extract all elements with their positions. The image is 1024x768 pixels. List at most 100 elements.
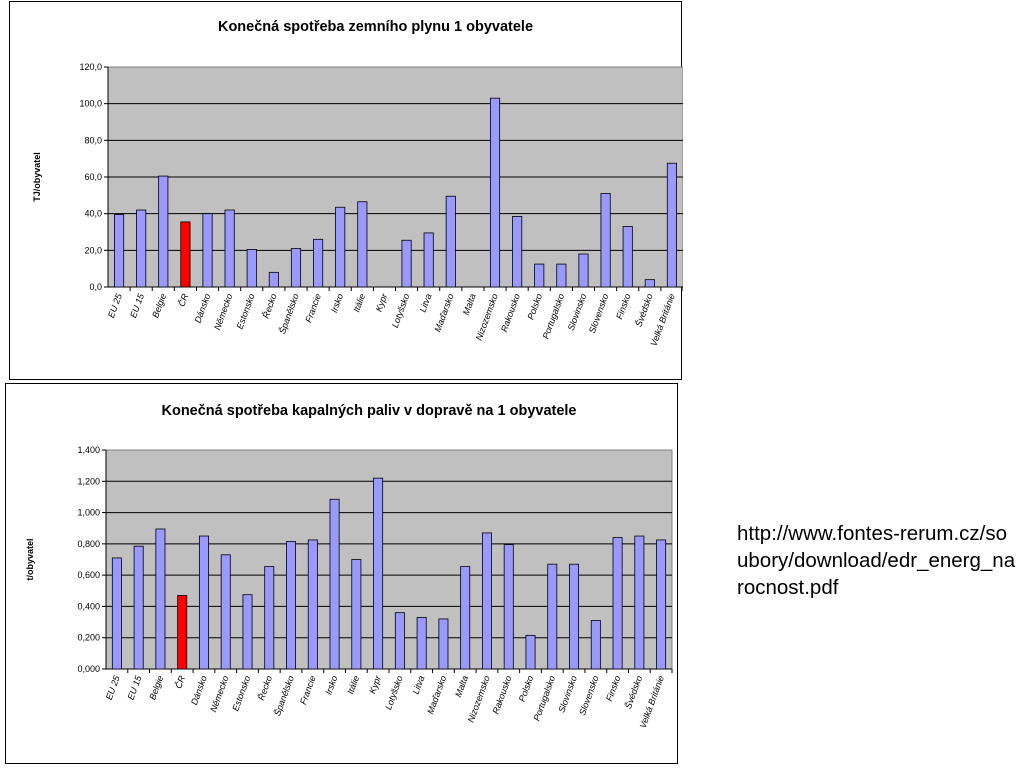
y-tick-label: 100,0 [79,99,102,109]
x-tick-label: Kypr [374,291,390,313]
chart-gas-consumption: Konečná spotřeba zemního plynu 1 obyvate… [9,1,683,380]
x-tick-label: Belgie [150,292,168,319]
x-tick-label: Španělsko [277,292,301,335]
bar [525,634,536,670]
y-tick-label: 1,000 [77,508,100,518]
bar [401,239,412,288]
bar [590,620,601,670]
x-tick-label: Švédsko [633,292,654,328]
bar [438,618,449,670]
x-tick-label: EU 25 [106,291,124,319]
y-tick-label: 0,400 [77,601,100,611]
x-tick-label: Slovinsko [556,674,579,714]
y-tick-label: 120,0 [79,62,102,72]
x-tick-label: Litva [418,292,434,313]
x-tick-label: Portugalsko [541,292,567,340]
x-tick-label: Finsko [604,674,622,702]
bar [313,238,324,288]
bar [423,232,434,288]
bar [634,535,645,670]
x-tick-label: Slovensko [577,674,601,716]
bar [445,195,456,288]
bar [578,253,589,288]
bar [357,201,368,288]
x-tick-label: Rakousko [499,292,522,333]
bar [264,566,275,670]
x-tick-label: Slovensko [587,292,611,334]
x-tick-label: Maďarsko [425,674,448,715]
x-tick-label: EU 15 [126,673,144,701]
x-tick-label: Řecko [261,292,279,319]
x-tick-label: Francie [298,674,318,706]
bar [155,528,166,670]
x-tick-label: Malta [461,292,478,316]
y-axis-label: TJ/obyvatel [32,152,42,202]
bar [394,612,405,670]
bar [373,477,384,670]
bar [547,563,558,670]
bar [111,557,122,670]
y-tick-label: 80,0 [84,135,102,145]
chart-gas-svg: Konečná spotřeba zemního plynu 1 obyvate… [32,19,683,348]
y-tick-label: 0,600 [77,570,100,580]
x-tick-label: Itálie [345,674,361,695]
x-tick-label: EU 15 [128,291,146,319]
bar [307,539,318,670]
x-tick-label: Belgie [147,674,165,701]
y-tick-label: 20,0 [84,245,102,255]
bar [242,594,253,670]
x-tick-label: EU 25 [104,673,122,701]
x-tick-label: Portugalsko [531,674,557,722]
bar [512,216,523,288]
x-tick-label: Francie [303,292,323,324]
y-tick-label: 0,800 [77,539,100,549]
bar [656,539,667,670]
y-axis-label: t/obyvatel [25,538,35,580]
chart-fuel-svg: Konečná spotřeba kapalných paliv v dopra… [25,403,673,730]
bar [198,535,209,670]
bar [133,545,144,670]
chart-title: Konečná spotřeba zemního plynu 1 obyvate… [218,19,533,35]
bar [268,271,279,288]
bar [290,248,302,288]
bar [224,209,235,288]
bar [158,175,169,288]
bar [666,162,677,288]
y-tick-label: 0,000 [77,664,100,674]
bar [329,498,340,670]
x-tick-label: Irsko [323,674,339,696]
x-tick-label: Maďarsko [433,292,456,333]
x-tick-label: ČR [176,292,190,308]
y-tick-label: 0,200 [77,633,100,643]
chart-liquid-fuel-consumption: Konečná spotřeba kapalných paliv v dopra… [5,383,678,764]
x-tick-label: Dánsko [189,674,209,706]
x-tick-label: Švédsko [623,674,644,710]
chart-title: Konečná spotřeba kapalných paliv v dopra… [161,403,576,419]
y-tick-label: 0,0 [89,282,102,292]
bar [534,263,545,288]
bar [644,279,655,288]
bar [612,537,623,670]
bar [136,209,147,288]
x-tick-label: Lotyšsko [390,292,412,329]
x-tick-label: Estonsko [230,674,252,712]
x-tick-label: Nizozemsko [466,674,492,723]
x-tick-label: Řecko [256,674,274,701]
x-tick-label: Nizozemsko [474,292,500,341]
y-tick-label: 1,200 [77,476,100,486]
x-tick-label: Polsko [517,674,536,703]
bar [220,554,231,670]
x-tick-label: Německo [212,292,234,331]
bar [556,263,567,288]
bar [600,193,611,288]
y-tick-label: 60,0 [84,172,102,182]
y-tick-label: 40,0 [84,209,102,219]
bar [177,595,188,670]
x-tick-label: Irsko [329,292,345,314]
x-tick-label: Estonsko [235,292,257,330]
bar [481,532,492,670]
x-tick-label: Španělsko [272,674,296,717]
bar [202,213,213,288]
x-tick-label: Lotyšsko [383,674,405,711]
bar [489,97,501,288]
